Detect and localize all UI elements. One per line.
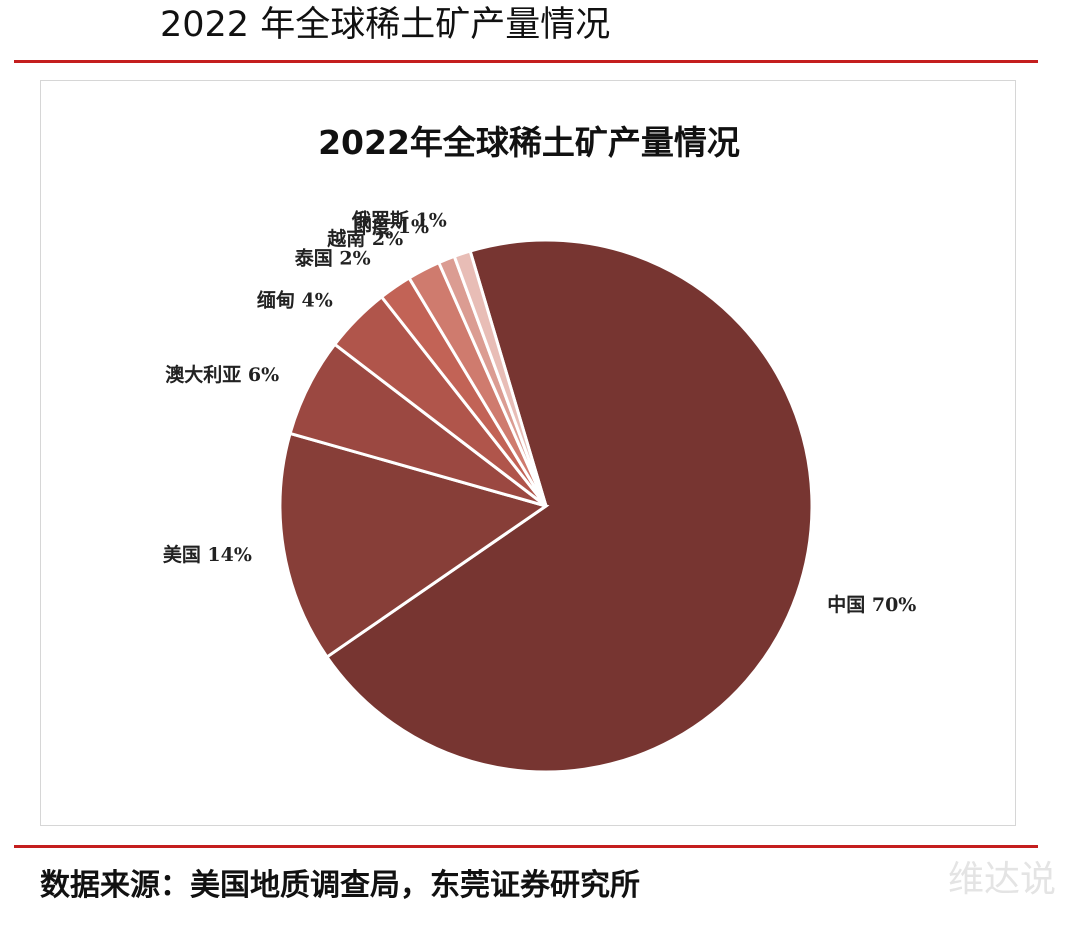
source-note: 数据来源：美国地质调查局，东莞证券研究所 — [40, 868, 640, 903]
pie-label-5: 越南 2% — [326, 227, 403, 250]
pie-label-1: 美国 14% — [163, 543, 252, 566]
pie-label-7: 俄罗斯 1% — [351, 208, 447, 231]
pie-label-3: 缅甸 4% — [257, 288, 333, 311]
footer-divider — [14, 845, 1038, 848]
pie-slices — [278, 238, 814, 774]
watermark: 维达说 — [948, 859, 1057, 900]
pie-label-2: 澳大利亚 6% — [165, 363, 279, 386]
pie-chart: 2022年全球稀土矿产量情况 中国 70% 美国 14% 澳大利亚 6% 缅甸 4% 泰… — [163, 123, 917, 774]
pie-slice-7 — [452, 249, 548, 507]
pie-slice-0 — [324, 238, 814, 774]
pie-slice-1 — [278, 431, 550, 660]
pie-label-0: 中国 70% — [827, 593, 916, 616]
pie-label-6: 印度 1% — [353, 215, 429, 238]
pie-label-4: 泰国 2% — [294, 246, 371, 269]
page-title: 2022 年全球稀土矿产量情况 — [160, 5, 611, 45]
chart-frame: 2022年全球稀土矿产量情况 中国 70% 美国 14% 澳大利亚 6% 缅甸 4% 泰… — [40, 80, 1016, 826]
chart-title: 2022年全球稀土矿产量情况 — [318, 123, 740, 162]
header-divider — [14, 60, 1038, 63]
pie-labels: 中国 70% 美国 14% 澳大利亚 6% 缅甸 4% 泰国 2%越南 2%印度 1%俄… — [163, 208, 917, 615]
